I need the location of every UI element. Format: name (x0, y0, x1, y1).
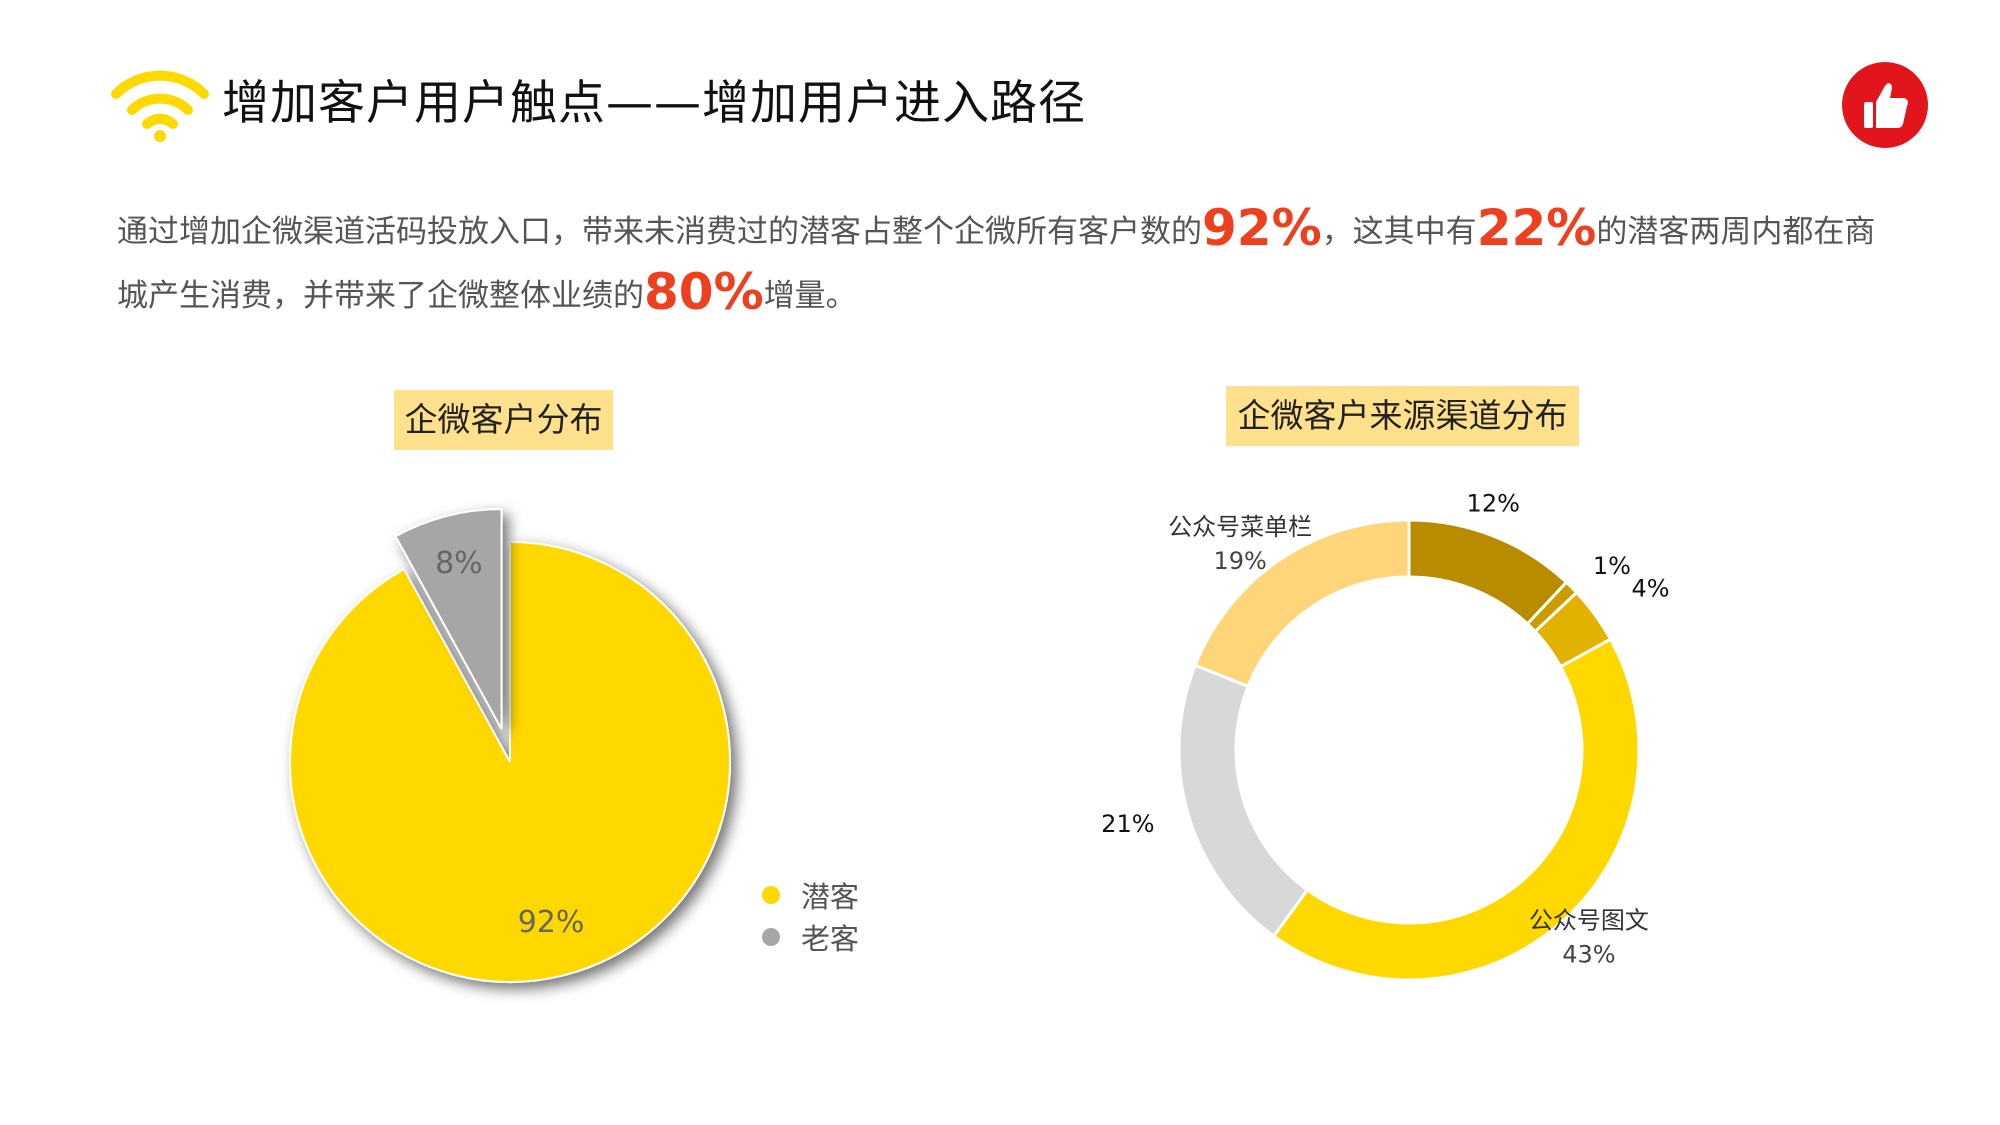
donut-data-label: 4% (1631, 574, 1669, 602)
pie-legend: 潜客 老客 (762, 874, 859, 958)
page-title: 增加客户用户触点——增加用户进入路径 (222, 76, 1086, 131)
donut-category-label: 公众号图文 (1529, 907, 1649, 935)
pie-data-label: 8% (435, 546, 483, 581)
highlight-number: 22% (1476, 199, 1597, 257)
donut-data-label: 12% (1467, 490, 1520, 518)
pie-slice-potential (289, 540, 731, 983)
donut-data-label: 1% (1593, 552, 1631, 580)
wifi-icon (111, 70, 209, 142)
donut-data-label: 43% (1562, 941, 1615, 969)
donut-data-label: 19% (1213, 547, 1266, 575)
donut-chart-title: 企微客户来源渠道分布 (1226, 386, 1579, 446)
customer-distribution-pie-chart: 92% 8% (289, 508, 731, 983)
customer-source-donut-chart: 12% 1%4% 公众号图文 43% 21% 公众号菜单栏 19% (1101, 490, 1670, 982)
legend-label: 老客 (801, 922, 860, 956)
donut-category-label: 公众号菜单栏 (1168, 513, 1312, 541)
legend-swatch (762, 928, 780, 946)
pie-data-label: 92% (518, 905, 585, 940)
legend-item: 潜客 (762, 874, 859, 916)
legend-item: 老客 (762, 916, 859, 958)
intro-text: 增量。 (763, 278, 857, 314)
legend-label: 潜客 (801, 880, 860, 914)
pie-chart-title: 企微客户分布 (394, 390, 613, 450)
intro-text: 城产生消费，并带来了企微整体业绩的 (117, 278, 644, 314)
intro-line-1: 通过增加企微渠道活码投放入口，带来未消费过的潜客占整个企微所有客户数的92%，这… (117, 196, 1892, 260)
donut-data-label: 21% (1101, 810, 1154, 838)
intro-text: ，这其中有 (1321, 214, 1477, 250)
donut-segment (1193, 518, 1411, 689)
donut-segment (1177, 663, 1310, 939)
thumbs-up-icon (1842, 62, 1928, 148)
intro-paragraph: 通过增加企微渠道活码投放入口，带来未消费过的潜客占整个企微所有客户数的92%，这… (117, 196, 1892, 324)
intro-line-2: 城产生消费，并带来了企微整体业绩的80%增量。 (117, 260, 1892, 324)
intro-text: 通过增加企微渠道活码投放入口，带来未消费过的潜客占整个企微所有客户数的 (117, 214, 1202, 250)
highlight-number: 92% (1202, 199, 1322, 257)
pie-slice-existing (394, 508, 503, 730)
intro-text: 的潜客两周内都在商 (1596, 214, 1876, 250)
legend-swatch (762, 886, 780, 904)
highlight-number: 80% (644, 263, 764, 321)
donut-segment (1271, 637, 1641, 982)
